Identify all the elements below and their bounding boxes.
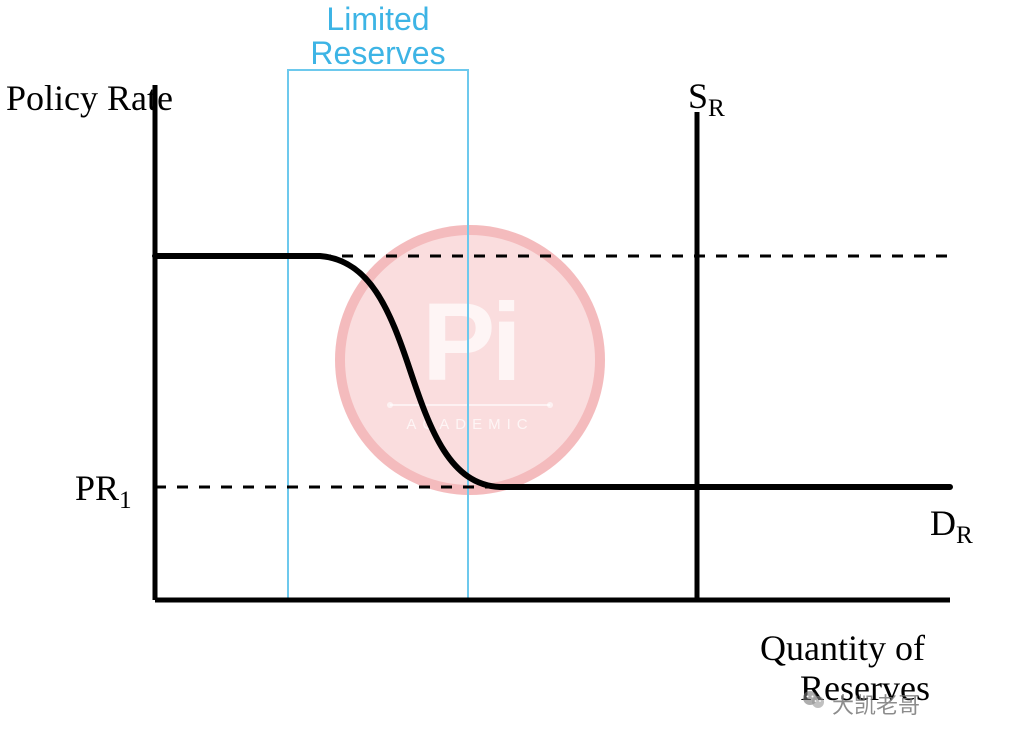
dr-label: DR: [930, 503, 973, 549]
corner-watermark-text: 大凯老哥: [832, 688, 920, 720]
y-axis-label: Policy Rate: [6, 78, 173, 118]
corner-watermark: 大凯老哥: [802, 688, 920, 720]
limited-reserves-highlight: [288, 70, 468, 600]
sr-label: SR: [688, 76, 725, 122]
pr1-label: PR1: [75, 468, 132, 514]
wechat-icon: [802, 692, 826, 716]
chart-svg: Policy Rate Quantity of Reserves PR1 SR …: [0, 0, 1022, 742]
highlight-label-line1: Limited: [326, 1, 429, 37]
highlight-label-line2: Reserves: [310, 35, 445, 71]
x-axis-label-line1: Quantity of: [760, 628, 925, 668]
reserves-market-diagram: Pi ACADEMIC Policy Rate Quantity of Rese…: [0, 0, 1022, 742]
demand-curve: [155, 256, 950, 487]
